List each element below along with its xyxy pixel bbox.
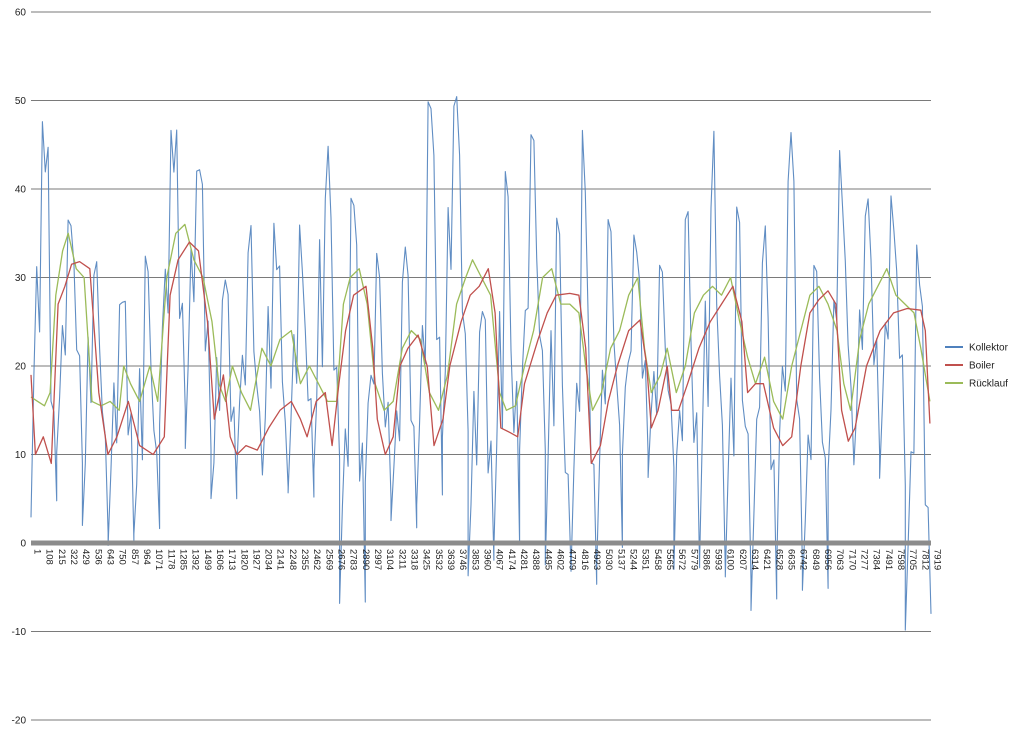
x-tick-label: 7277 — [859, 549, 870, 570]
x-tick-label: 6849 — [810, 549, 821, 570]
x-tick-label: 3425 — [421, 549, 432, 570]
x-tick-label: 6528 — [773, 549, 784, 570]
x-tick-label: 1499 — [202, 549, 213, 570]
x-tick-label: 7491 — [883, 549, 894, 570]
x-tick-label: 108 — [44, 549, 55, 565]
x-tick-label: 5779 — [688, 549, 699, 570]
x-tick-label: 6100 — [725, 549, 736, 570]
y-axis-tick-labels: -20 -10 0 10 20 30 40 50 60 — [12, 8, 27, 727]
x-tick-label: 4602 — [554, 549, 565, 570]
y-tick-label: 10 — [15, 450, 27, 461]
x-tick-label: 5993 — [713, 549, 724, 570]
x-tick-label: 4923 — [591, 549, 602, 570]
x-tick-label: 1285 — [177, 549, 188, 570]
x-tick-label: 2248 — [287, 549, 298, 570]
x-tick-label: 5458 — [652, 549, 663, 570]
legend-entry: Rücklauf — [969, 379, 1008, 390]
x-tick-label: 4174 — [506, 549, 517, 570]
x-tick-label: 5565 — [664, 549, 675, 570]
x-tick-label: 3532 — [433, 549, 444, 570]
series-line-kollektor — [30, 96, 932, 631]
x-tick-label: 6742 — [798, 549, 809, 570]
x-tick-label: 6635 — [786, 549, 797, 570]
x-tick-label: 7598 — [895, 549, 906, 570]
x-tick-label: 215 — [56, 549, 67, 565]
x-tick-label: 3746 — [457, 549, 468, 570]
x-tick-label: 750 — [117, 549, 128, 565]
x-tick-label: 3639 — [445, 549, 456, 570]
y-tick-label: 60 — [15, 8, 27, 19]
y-tick-label: 20 — [15, 362, 27, 373]
x-tick-label: 7384 — [871, 549, 882, 570]
x-tick-label: 5886 — [700, 549, 711, 570]
x-tick-label: 1392 — [190, 549, 201, 570]
x-tick-label: 2783 — [348, 549, 359, 570]
x-tick-label: 857 — [129, 549, 140, 565]
x-tick-label: 7063 — [834, 549, 845, 570]
x-tick-label: 2462 — [311, 549, 322, 570]
x-tick-label: 4709 — [567, 549, 578, 570]
x-tick-label: 1820 — [238, 549, 249, 570]
x-tick-label: 1 — [32, 549, 43, 554]
series-line-boiler — [30, 241, 931, 465]
legend: Kollektor Boiler Rücklauf — [945, 343, 1009, 390]
x-tick-label: 643 — [104, 549, 115, 565]
y-tick-label: 0 — [20, 539, 26, 550]
x-tick-label: 5030 — [603, 549, 614, 570]
x-tick-label: 536 — [92, 549, 103, 565]
x-tick-label: 322 — [68, 549, 79, 565]
x-tick-label: 3853 — [469, 549, 480, 570]
x-tick-label: 1606 — [214, 549, 225, 570]
x-tick-label: 5351 — [640, 549, 651, 570]
x-tick-label: 429 — [80, 549, 91, 565]
x-tick-label: 2890 — [360, 549, 371, 570]
x-tick-label: 4495 — [542, 549, 553, 570]
legend-entry: Kollektor — [969, 343, 1009, 354]
x-tick-label: 3211 — [396, 549, 407, 569]
x-tick-label: 1178 — [165, 549, 176, 569]
y-tick-label: 40 — [15, 185, 27, 196]
x-tick-label: 2355 — [299, 549, 310, 570]
x-tick-label: 5137 — [615, 549, 626, 570]
x-tick-label: 3318 — [409, 549, 420, 570]
y-tick-label: 50 — [15, 96, 27, 107]
x-tick-label: 4816 — [579, 549, 590, 570]
x-tick-label: 2569 — [323, 549, 334, 570]
series-lines — [30, 96, 932, 631]
y-tick-label: -20 — [12, 716, 27, 727]
y-tick-label: 30 — [15, 273, 27, 284]
x-tick-label: 1071 — [153, 549, 164, 570]
x-tick-label: 7705 — [907, 549, 918, 570]
x-tick-label: 4067 — [494, 549, 505, 570]
x-tick-label: 5244 — [627, 549, 638, 570]
x-tick-label: 2141 — [275, 549, 286, 570]
x-tick-label: 6314 — [749, 549, 760, 570]
series-line-rücklauf — [30, 223, 931, 420]
x-tick-label: 4388 — [530, 549, 541, 570]
x-tick-label: 7170 — [846, 549, 857, 570]
x-tick-label: 6956 — [822, 549, 833, 570]
x-tick-label: 6421 — [761, 549, 772, 570]
x-tick-label: 1927 — [250, 549, 261, 570]
x-tick-label: 7812 — [919, 549, 930, 570]
x-tick-label: 5672 — [676, 549, 687, 570]
x-tick-label: 4281 — [518, 549, 529, 570]
x-axis-tick-labels: 1 108 215 322 429 536 643 750 857 964 1071 1178 1285… — [32, 549, 943, 570]
x-tick-label: 2676 — [336, 549, 347, 570]
x-tick-label: 2034 — [263, 549, 274, 570]
x-tick-label: 3960 — [482, 549, 493, 570]
x-tick-label: 6207 — [737, 549, 748, 570]
x-tick-label: 3104 — [384, 549, 395, 570]
y-tick-label: -10 — [12, 627, 27, 638]
x-tick-label: 2997 — [372, 549, 383, 570]
legend-entry: Boiler — [969, 361, 995, 372]
x-tick-label: 964 — [141, 549, 152, 565]
x-tick-label: 7919 — [932, 549, 943, 570]
x-tick-label: 1713 — [226, 549, 237, 570]
